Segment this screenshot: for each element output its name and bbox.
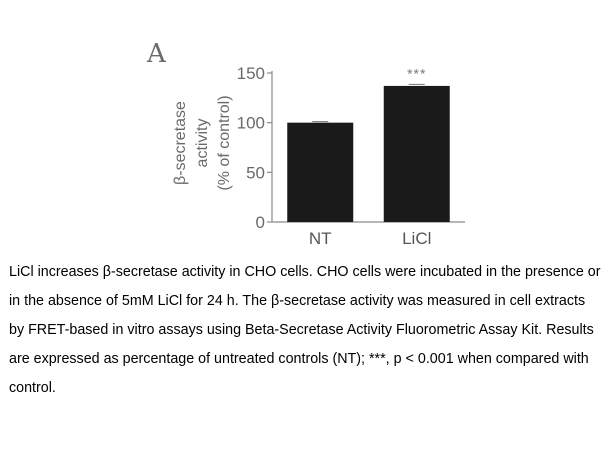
significance-annotation: *** [407,65,426,81]
y-axis-label-line: (% of control) [216,95,233,190]
bar-licl [383,85,450,222]
y-axis-label: β-secretase activity (% of control) [172,95,233,190]
y-tick-label: 50 [246,163,265,182]
y-axis-label-line: activity [194,119,211,168]
x-tick-label: LiCl [402,229,431,248]
tick-labels: 0 50 100 150 NT LiCl *** [237,64,432,248]
panel-letter: A [146,39,167,69]
bars [287,83,450,222]
figure-caption: LiCl increases β-secretase activity in C… [9,264,601,396]
bar-nt [287,122,354,222]
bar-chart: A β-secretase activity (% of control) 0 50 1… [146,39,465,248]
x-tick-label: NT [309,229,332,248]
y-tick-label: 0 [256,213,265,232]
y-axis-label-line: β-secretase [172,101,189,185]
y-tick-label: 150 [237,64,265,83]
y-tick-label: 100 [237,114,265,133]
